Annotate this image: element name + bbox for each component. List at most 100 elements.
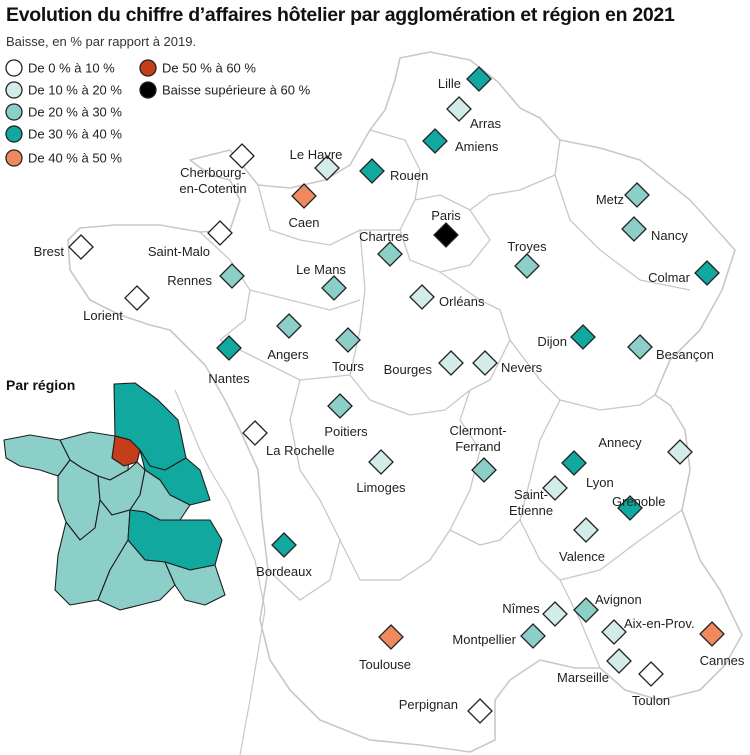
city-label: Rouen [390, 168, 428, 183]
city-marker [422, 128, 448, 154]
city-label: Orléans [439, 294, 485, 309]
city-label: Cannes [700, 653, 745, 668]
city-label: Toulouse [359, 657, 411, 672]
city-marker [471, 457, 497, 483]
legend-item-de-30-a-40: De 30 % à 40 % [5, 125, 122, 143]
legend-swatch [5, 59, 23, 77]
city-lyon: Lyon [561, 450, 614, 490]
legend-label: De 10 % à 20 % [28, 83, 122, 98]
map-title: Evolution du chiffre d’affaires hôtelier… [6, 4, 675, 26]
city-label: Perpignan [399, 697, 458, 712]
city-marker [573, 517, 599, 543]
city-marker [335, 327, 361, 353]
city-saint-malo: Saint-Malo [148, 220, 233, 259]
city-marker [601, 619, 627, 645]
city-label: Brest [34, 244, 65, 259]
city-nancy: Nancy [621, 216, 688, 243]
city-label: Nantes [208, 371, 250, 386]
legend-item-de-50-a-60: De 50 % à 60 % [139, 59, 256, 77]
city-label: Caen [288, 215, 319, 230]
city-marseille: Marseille [557, 648, 632, 685]
city-le-havre: Le Havre [290, 147, 342, 181]
city-marker [472, 350, 498, 376]
city-rennes: Rennes [167, 263, 245, 289]
legend-label: De 30 % à 40 % [28, 127, 122, 142]
city-grenoble: Grenoble [612, 494, 665, 521]
city-label: La Rochelle [266, 443, 335, 458]
city-label: Metz [596, 192, 624, 207]
city-chartres: Chartres [359, 229, 409, 267]
city-marker [321, 275, 347, 301]
legend-item-de-10-a-20: De 10 % à 20 % [5, 81, 122, 99]
legend-label: De 50 % à 60 % [162, 61, 256, 76]
city-montpellier: Montpellier [452, 623, 546, 649]
city-marker [219, 263, 245, 289]
city-label: Nîmes [502, 601, 540, 616]
city-metz: Metz [596, 182, 650, 208]
city-marker [276, 313, 302, 339]
city-label: Dijon [537, 334, 567, 349]
city-label: Nevers [501, 360, 543, 375]
city-marker [624, 182, 650, 208]
city-marker [124, 285, 150, 311]
city-dijon: Dijon [537, 324, 596, 350]
city-marker [409, 284, 435, 310]
region-inset-map [3, 382, 226, 611]
city-label: Clermont-Ferrand [449, 423, 506, 454]
city-marker [438, 350, 464, 376]
city-label: Avignon [595, 592, 642, 607]
city-valence: Valence [559, 517, 605, 564]
city-label: Tours [332, 359, 364, 374]
city-label: Grenoble [612, 494, 665, 509]
city-label: Marseille [557, 670, 609, 685]
legend-label: Baisse supérieure à 60 % [162, 83, 311, 98]
city-nevers: Nevers [472, 350, 543, 376]
city-besancon: Besançon [627, 334, 714, 362]
legend-swatch [5, 125, 23, 143]
legend-item-de-40-a-50: De 40 % à 50 % [5, 149, 122, 167]
city-bourges: Bourges [384, 350, 464, 377]
city-marker [627, 334, 653, 360]
city-marker [617, 495, 643, 521]
city-marker [378, 624, 404, 650]
city-label: Valence [559, 549, 605, 564]
city-label: Angers [267, 347, 309, 362]
city-marker [207, 220, 233, 246]
city-marker [377, 241, 403, 267]
city-rouen: Rouen [359, 158, 428, 184]
city-marker [271, 532, 297, 558]
city-label: Bourges [384, 362, 433, 377]
city-cherbourg-en-cotentin: Cherbourg-en-Cotentin [179, 143, 255, 196]
city-label: Paris [431, 208, 461, 223]
legend: De 0 % à 10 % De 10 % à 20 % De 20 % à 30 … [5, 59, 311, 167]
city-marker [638, 661, 664, 687]
legend-swatch [5, 81, 23, 99]
city-marker [514, 253, 540, 279]
inset-outline [174, 389, 266, 755]
city-saint-etienne: Saint-Etienne [509, 475, 568, 518]
city-brest: Brest [34, 234, 94, 260]
legend-label: De 40 % à 50 % [28, 151, 122, 166]
city-marker [542, 475, 568, 501]
city-marker [466, 66, 492, 92]
city-marker [520, 623, 546, 649]
city-label: Limoges [356, 480, 406, 495]
city-angers: Angers [267, 313, 309, 362]
city-label: Toulon [632, 693, 670, 708]
city-marker [314, 155, 340, 181]
legend-swatch [5, 103, 23, 121]
france-outline [67, 51, 743, 753]
legend-item-de-20-a-30: De 20 % à 30 % [5, 103, 122, 121]
city-toulon: Toulon [632, 661, 670, 708]
city-label: Saint-Etienne [509, 487, 553, 518]
city-lille: Lille [438, 66, 492, 92]
city-label: Cherbourg-en-Cotentin [179, 165, 246, 196]
city-label: Poitiers [324, 424, 368, 439]
city-bordeaux: Bordeaux [256, 532, 312, 579]
city-label: Aix-en-Prov. [624, 616, 695, 631]
city-markers: Lille Arras Amiens Le Havre Rouen Cherbourg-e… [34, 66, 745, 724]
city-label: Rennes [167, 273, 212, 288]
city-poitiers: Poitiers [324, 393, 368, 439]
legend-swatch [139, 81, 157, 99]
